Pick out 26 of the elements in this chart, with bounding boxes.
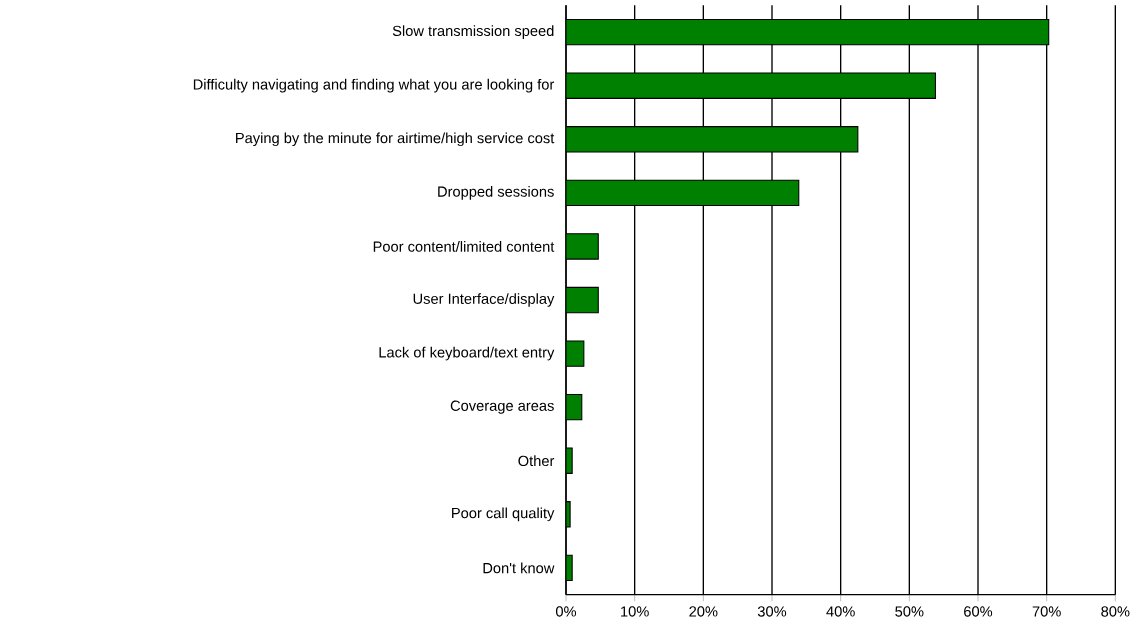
y-tick-label: Other <box>518 455 555 467</box>
bar <box>566 72 936 99</box>
x-tick-label: 10% <box>621 606 649 617</box>
x-tick-label: 40% <box>826 606 855 617</box>
bar <box>566 18 1050 46</box>
y-tick-label: Poor content/limited content <box>373 241 555 252</box>
y-tick-label: Don't know <box>483 562 555 574</box>
bar <box>566 126 859 153</box>
y-tick-label: Lack of keyboard/text entry <box>379 346 555 361</box>
x-tick-label: 30% <box>757 606 787 617</box>
x-tick-label: 50% <box>895 606 924 617</box>
x-tick-label: 20% <box>689 606 718 617</box>
x-tick-label: 70% <box>1032 606 1061 617</box>
x-tick-label: 80% <box>1101 606 1130 617</box>
bar <box>566 286 599 314</box>
y-tick-label: Paying by the minute for airtime/high service cost <box>236 132 555 147</box>
y-tick-label: User Interface/display <box>413 293 555 307</box>
y-tick-label: Coverage areas <box>450 400 554 414</box>
y-tick-label: Slow transmission speed <box>392 25 554 39</box>
bar <box>566 233 599 260</box>
y-tick-label: Dropped sessions <box>438 186 554 200</box>
y-tick-label: Difficulty navigating and finding what you are looking for <box>193 78 555 93</box>
bar <box>566 179 800 207</box>
x-tick-label: 0% <box>555 606 577 617</box>
x-tick-label: 60% <box>964 606 993 617</box>
y-tick-label: Poor call quality <box>452 507 555 522</box>
